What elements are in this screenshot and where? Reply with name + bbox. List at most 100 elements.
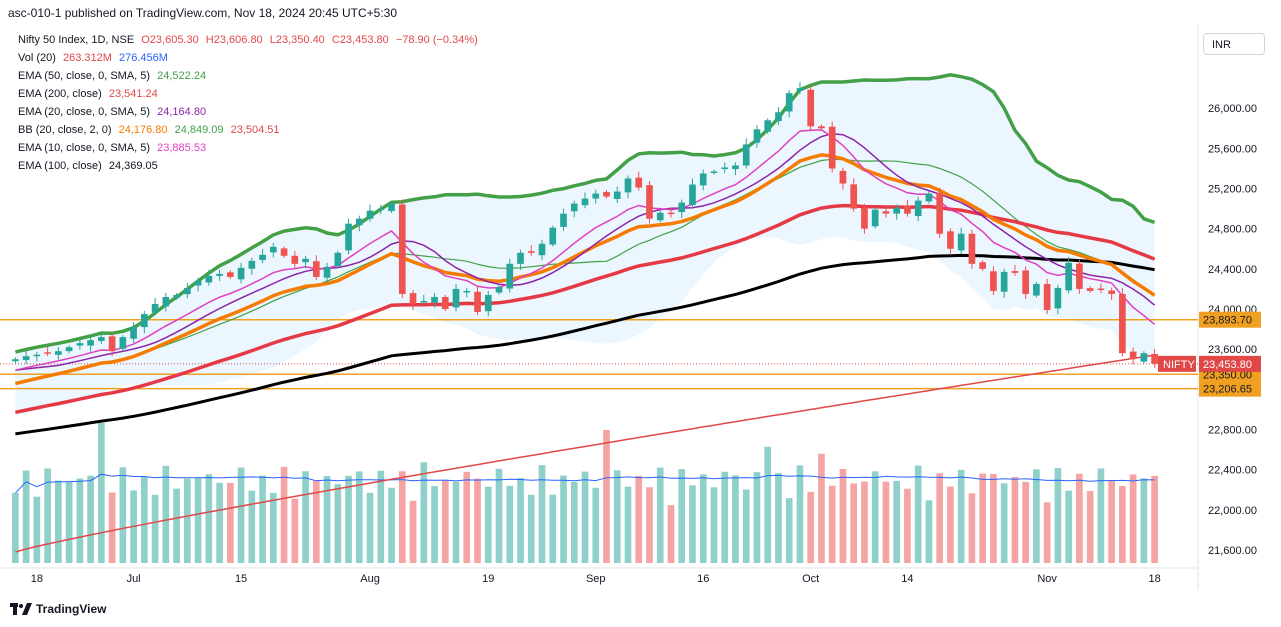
candle <box>678 199 686 219</box>
candle <box>581 192 589 209</box>
volume-bar <box>721 471 729 563</box>
legend-ema200[interactable]: EMA (200, close) 23,541.24 <box>18 88 162 100</box>
y-tick-label: 25,200.00 <box>1208 184 1257 196</box>
candle <box>205 269 213 286</box>
candle <box>1000 268 1008 298</box>
y-tick-label: 21,600.00 <box>1208 545 1257 557</box>
candle <box>968 229 976 269</box>
legend-ema100[interactable]: EMA (100, close) 24,369.05 <box>18 160 162 172</box>
tradingview-logo[interactable]: TradingView <box>10 602 106 616</box>
legend-ema10[interactable]: EMA (10, close, 0, SMA, 5) 23,885.53 <box>18 142 210 154</box>
volume-bar <box>689 485 696 563</box>
volume-bar <box>667 505 675 563</box>
y-tick-label: 24,400.00 <box>1208 264 1257 276</box>
volume-bar <box>1011 477 1019 563</box>
candle <box>452 283 460 312</box>
currency-selector[interactable]: INR <box>1203 33 1265 55</box>
volume-bar <box>603 430 610 563</box>
legend-ema20-name: EMA (20, close, 0, SMA, 5) <box>18 106 151 118</box>
bb-basis-line <box>15 158 1155 385</box>
volume-bar <box>914 465 922 563</box>
volume-bar <box>785 498 793 563</box>
volume-bar <box>1119 486 1126 563</box>
candlesticks <box>12 82 1158 368</box>
candle <box>1119 287 1126 357</box>
legend-ema200-name: EMA (200, close) <box>18 88 102 100</box>
volume-bar <box>592 487 600 563</box>
legend-ema20-value: 24,164.80 <box>157 106 207 118</box>
x-tick-label: 19 <box>482 573 494 585</box>
volume-bar <box>775 473 782 563</box>
candle <box>1065 256 1072 294</box>
candle <box>753 125 761 148</box>
volume-bar <box>635 475 643 563</box>
level-tag <box>1199 311 1261 328</box>
candle <box>108 332 116 357</box>
legend-symbol: Nifty 50 Index, 1D, NSE <box>18 34 135 46</box>
candle <box>818 124 825 131</box>
volume-bar <box>1000 483 1008 563</box>
volume-bar <box>968 493 976 563</box>
candle <box>1054 284 1062 315</box>
candle <box>269 242 277 258</box>
symbol-tag-text: NIFTY <box>1163 359 1195 371</box>
publish-header: asc-010-1 published on TradingView.com, … <box>8 6 398 20</box>
price-axis[interactable]: 21,600.0022,000.0022,400.0022,800.0023,2… <box>1208 103 1257 557</box>
level-tag-text: 23,206.65 <box>1203 384 1252 396</box>
volume-bar <box>151 494 159 563</box>
level-tag <box>1199 380 1261 397</box>
volume-bar <box>98 423 105 563</box>
volume-bar <box>205 474 213 563</box>
level-tag-text: 23,893.70 <box>1203 315 1252 327</box>
candle <box>431 292 438 308</box>
candle <box>216 269 223 281</box>
candle <box>259 248 266 264</box>
candle <box>904 199 911 217</box>
candle <box>226 270 234 279</box>
volume-bar <box>162 465 170 563</box>
candle <box>441 294 449 312</box>
volume-bar <box>732 475 739 563</box>
volume-bar <box>818 453 825 563</box>
volume-bar <box>893 480 901 563</box>
volume-bar <box>484 486 492 563</box>
volume-bar <box>216 482 223 563</box>
candle <box>613 186 621 204</box>
candle <box>764 118 772 134</box>
time-axis[interactable]: 18 Jul 15 Aug 19 Sep 16 Oct 14 Nov 18 <box>31 573 1161 585</box>
candle <box>1108 287 1115 300</box>
candle <box>914 196 922 222</box>
volume-bar <box>366 492 374 563</box>
x-tick-label: Aug <box>360 573 380 585</box>
volume-bar <box>871 471 879 563</box>
last-price-tag <box>1199 355 1261 372</box>
candle <box>1033 281 1040 298</box>
y-tick-label: 24,800.00 <box>1208 224 1257 236</box>
candle <box>388 201 395 214</box>
symbol-tag <box>1158 355 1196 372</box>
legend-open: O23,605.30 <box>141 34 199 46</box>
legend-ema20[interactable]: EMA (20, close, 0, SMA, 5) 24,164.80 <box>18 106 210 118</box>
x-tick-label: Jul <box>127 573 141 585</box>
legend-ema50-value: 24,522.24 <box>157 70 207 82</box>
legend-ema50[interactable]: EMA (50, close, 0, SMA, 5) 24,522.24 <box>18 70 210 82</box>
volume-bar <box>570 481 578 563</box>
legend-vol[interactable]: Vol (20) 263.312M 276.456M <box>18 52 172 64</box>
ema10-line <box>15 129 1156 371</box>
legend-bb[interactable]: BB (20, close, 2, 0) 24,176.80 24,849.09… <box>18 124 284 136</box>
volume-bar <box>613 470 621 563</box>
candle <box>44 346 51 357</box>
candle <box>33 351 41 362</box>
volume-bar <box>850 483 858 563</box>
candle <box>162 292 170 312</box>
volume-bar <box>269 492 277 563</box>
candle <box>420 294 428 305</box>
volume-bar <box>237 467 245 563</box>
legend-main[interactable]: Nifty 50 Index, 1D, NSE O23,605.30 H23,6… <box>18 34 482 46</box>
candle <box>710 169 718 175</box>
volume-bar <box>1097 468 1105 563</box>
candle <box>280 246 288 258</box>
volume-bar <box>904 488 911 563</box>
legend-change: −78.90 (−0.34%) <box>395 34 478 46</box>
